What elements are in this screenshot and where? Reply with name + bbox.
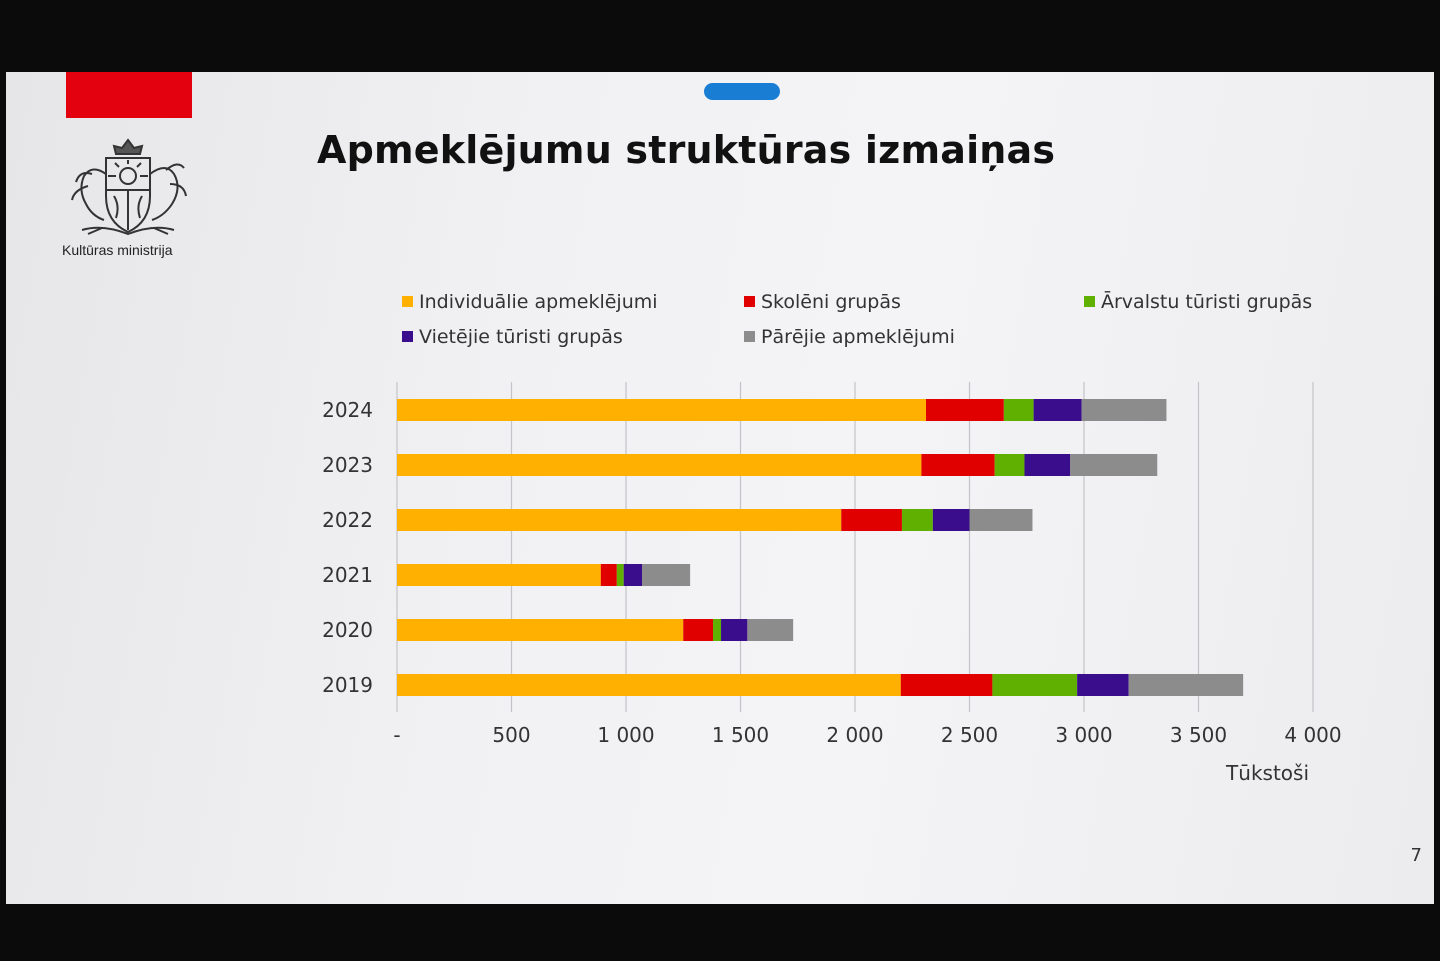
bar-2019-series-0: [397, 674, 901, 696]
page-title: Apmeklējumu struktūras izmaiņas: [317, 128, 1056, 172]
x-tick-label: 1 000: [597, 723, 654, 747]
legend-label-0: Individuālie apmeklējumi: [419, 291, 658, 313]
legend-label-1: Skolēni grupās: [761, 291, 901, 313]
bar-2021-series-3: [623, 564, 643, 586]
legend-swatch-2: [1084, 296, 1095, 307]
y-tick-label: 2024: [322, 398, 373, 422]
page-number: 7: [1410, 845, 1422, 866]
legend-swatch-1: [744, 296, 755, 307]
y-tick-label: 2021: [322, 563, 373, 587]
bar-2022-series-2: [901, 509, 933, 531]
bar-2019-series-3: [1077, 674, 1129, 696]
x-tick-label: 2 000: [826, 723, 883, 747]
bar-2023-series-1: [921, 454, 995, 476]
x-tick-label: 3 500: [1170, 723, 1227, 747]
bar-2020-series-0: [397, 619, 684, 641]
bar-2020-series-1: [683, 619, 714, 641]
bar-2020-series-4: [747, 619, 794, 641]
legend-label-4: Pārējie apmeklējumi: [761, 326, 955, 348]
y-tick-label: 2023: [322, 453, 373, 477]
bar-2022-series-3: [932, 509, 970, 531]
bar-2023-series-2: [994, 454, 1025, 476]
bar-2022-series-4: [969, 509, 1033, 531]
bar-2022-series-0: [397, 509, 842, 531]
legend-label-2: Ārvalstu tūristi grupās: [1101, 289, 1312, 313]
bar-2023-series-0: [397, 454, 922, 476]
ministry-name: Kultūras ministrija: [62, 242, 173, 258]
x-tick-label: 2 500: [941, 723, 998, 747]
slide-indicator: [704, 83, 780, 100]
bar-2023-series-4: [1070, 454, 1158, 476]
bar-2021-series-1: [600, 564, 617, 586]
stacked-bar-chart: Individuālie apmeklējumi Skolēni grupās Ār…: [322, 289, 1342, 785]
bar-2021-series-4: [642, 564, 691, 586]
bar-2024-series-3: [1033, 399, 1082, 421]
bar-2019-series-2: [992, 674, 1078, 696]
latvia-coat-of-arms-icon: [71, 138, 187, 236]
x-tick-label: 1 500: [712, 723, 769, 747]
x-axis-labels: - 500 1 000 1 500 2 000 2 500 3 000 3 500 4 000: [393, 723, 1341, 747]
chart-legend: Individuālie apmeklējumi Skolēni grupās Ār…: [402, 289, 1312, 348]
legend-swatch-3: [402, 331, 413, 342]
chart-bars: [397, 399, 1244, 696]
x-tick-label: 500: [492, 723, 530, 747]
bar-2023-series-3: [1024, 454, 1071, 476]
slide: Kultūras ministrija Apmeklējumu struktūr…: [6, 72, 1434, 904]
y-tick-label: 2022: [322, 508, 373, 532]
x-axis-unit: Tūkstoši: [1225, 761, 1309, 785]
legend-label-3: Vietējie tūristi grupās: [419, 326, 623, 348]
bar-2019-series-4: [1128, 674, 1244, 696]
y-tick-label: 2020: [322, 618, 373, 642]
bar-2024-series-0: [397, 399, 926, 421]
bar-2021-series-0: [397, 564, 601, 586]
chart-grid: [396, 382, 1314, 712]
bar-2022-series-1: [841, 509, 902, 531]
bar-2024-series-1: [925, 399, 1004, 421]
y-tick-label: 2019: [322, 673, 373, 697]
legend-swatch-0: [402, 296, 413, 307]
bar-2020-series-3: [721, 619, 748, 641]
accent-bar: [66, 72, 192, 118]
bar-2019-series-1: [900, 674, 993, 696]
bar-2024-series-2: [1003, 399, 1034, 421]
x-tick-label: -: [393, 723, 400, 747]
bar-2020-series-2: [713, 619, 722, 641]
y-axis-labels: 2024 2023 2022 2021 2020 2019: [322, 398, 373, 697]
x-tick-label: 4 000: [1284, 723, 1341, 747]
x-tick-label: 3 000: [1055, 723, 1112, 747]
bar-2024-series-4: [1081, 399, 1167, 421]
legend-swatch-4: [744, 331, 755, 342]
bar-2021-series-2: [616, 564, 624, 586]
